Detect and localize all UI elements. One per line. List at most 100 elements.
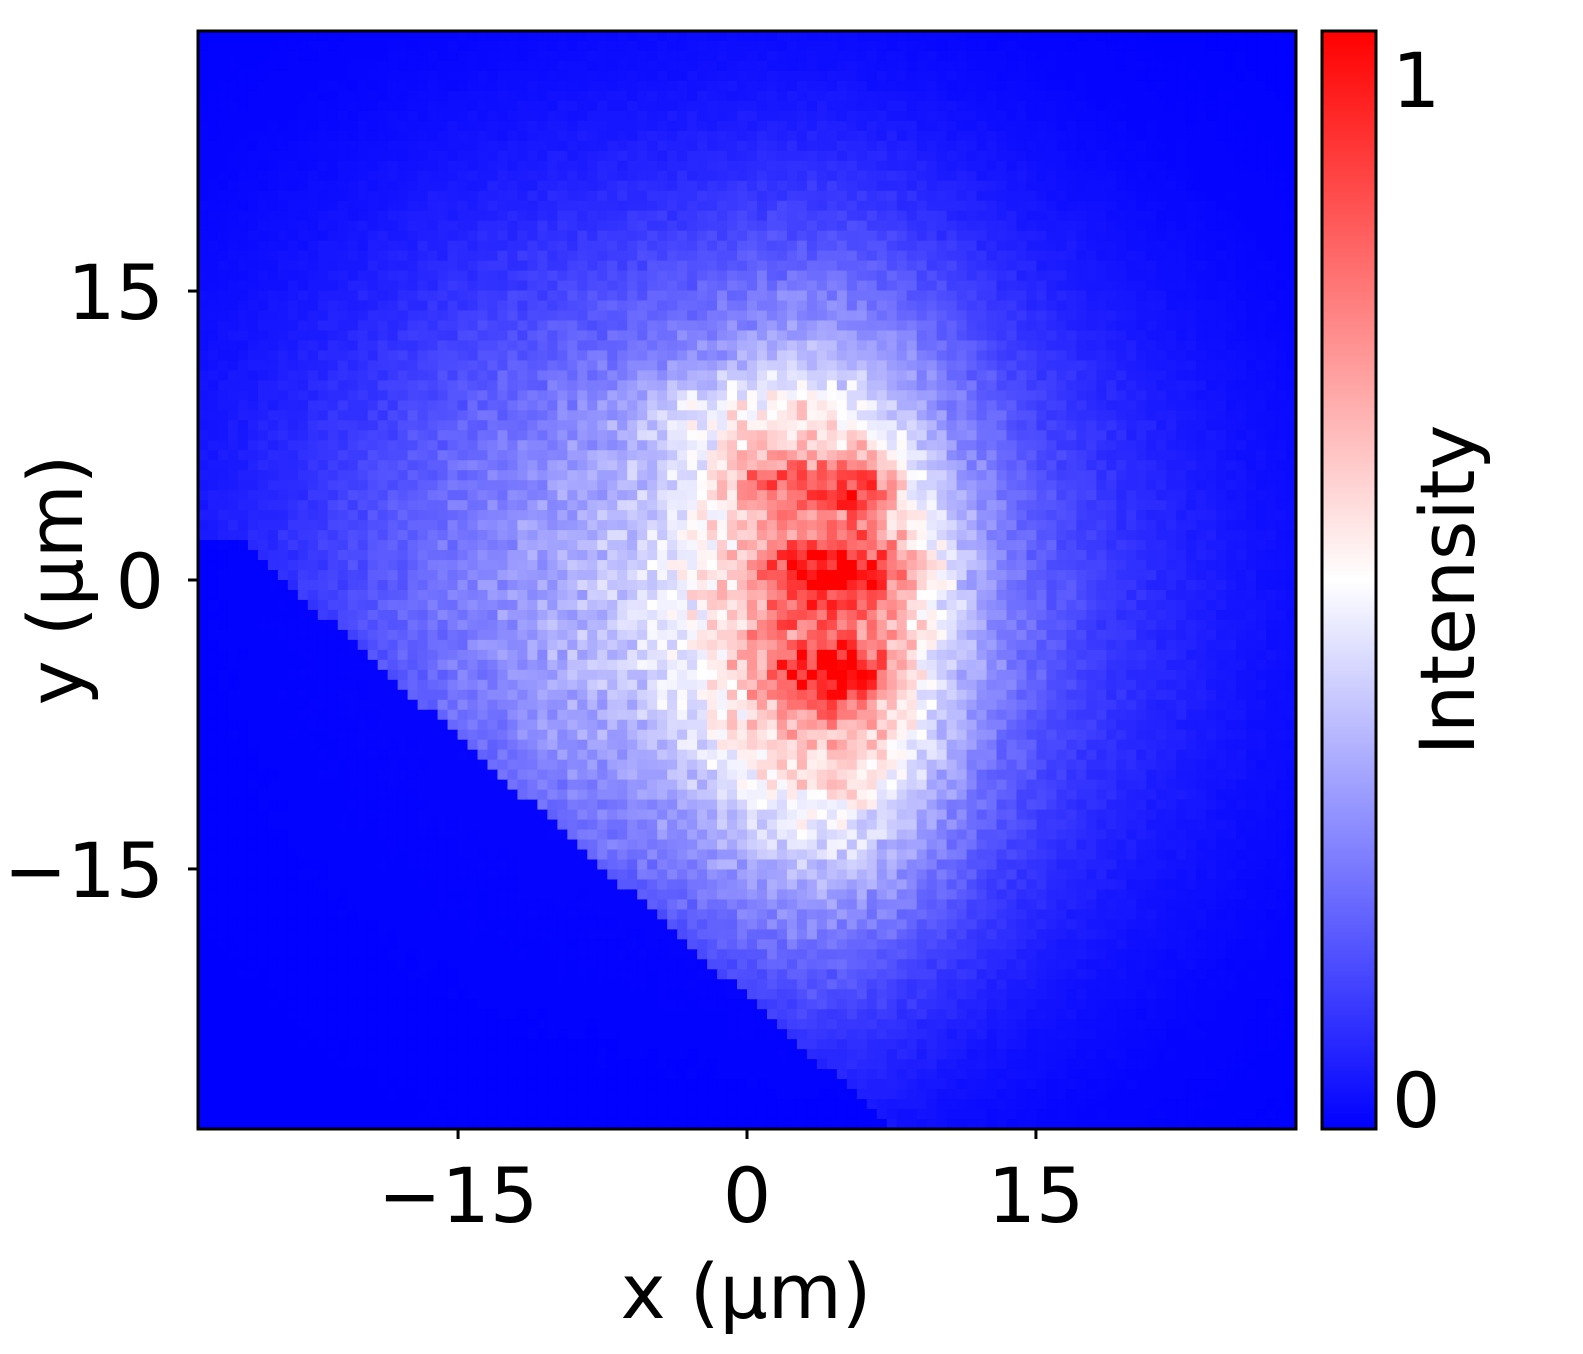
heatmap-cell xyxy=(956,270,968,282)
heatmap-cell xyxy=(996,50,1008,62)
heatmap-cell xyxy=(697,120,708,132)
heatmap-cell xyxy=(217,370,229,381)
heatmap-cell xyxy=(886,440,898,451)
heatmap-cell xyxy=(1006,230,1018,242)
heatmap-cell xyxy=(826,140,838,152)
heatmap-cell xyxy=(1226,310,1237,322)
heatmap-cell xyxy=(946,80,958,92)
heatmap-cell xyxy=(597,370,608,381)
heatmap-cell xyxy=(996,210,1008,222)
heatmap-cell xyxy=(307,150,319,162)
heatmap-cell xyxy=(1256,190,1267,202)
heatmap-cell xyxy=(667,340,678,352)
heatmap-cell xyxy=(1026,340,1038,352)
heatmap-cell xyxy=(327,350,339,361)
heatmap-cell xyxy=(786,450,798,461)
heatmap-cell xyxy=(557,450,568,461)
heatmap-cell xyxy=(387,430,399,441)
heatmap-cell xyxy=(986,130,998,142)
heatmap-cell xyxy=(737,110,748,122)
heatmap-cell xyxy=(816,390,828,401)
heatmap-cell xyxy=(836,320,848,332)
heatmap-cell xyxy=(257,250,269,262)
heatmap-cell xyxy=(517,270,528,282)
heatmap-cell xyxy=(826,280,838,292)
heatmap-cell xyxy=(896,50,908,62)
heatmap-cell xyxy=(727,300,738,312)
heatmap-cell xyxy=(1006,370,1018,381)
heatmap-cell xyxy=(1046,60,1058,72)
heatmap-cell xyxy=(1046,50,1058,62)
heatmap-cell xyxy=(1106,170,1117,182)
heatmap-cell xyxy=(217,390,229,401)
heatmap-cell xyxy=(1196,170,1207,182)
heatmap-cell xyxy=(287,360,299,371)
heatmap-cell xyxy=(597,400,608,411)
heatmap-cell xyxy=(357,60,369,72)
heatmap-cell xyxy=(1216,320,1227,332)
heatmap-cell xyxy=(896,440,908,451)
heatmap-cell xyxy=(1066,440,1077,451)
heatmap-cell xyxy=(1046,140,1058,152)
heatmap-cell xyxy=(1056,210,1068,222)
heatmap-cell xyxy=(1286,470,1297,481)
heatmap-cell xyxy=(756,450,768,461)
heatmap-cell xyxy=(737,390,748,401)
heatmap-cell xyxy=(1146,370,1157,381)
heatmap-cell xyxy=(1276,460,1287,471)
heatmap-cell xyxy=(198,140,209,152)
heatmap-cell xyxy=(727,470,738,481)
heatmap-cell xyxy=(447,40,459,52)
heatmap-cell xyxy=(986,330,998,342)
heatmap-cell xyxy=(377,190,389,202)
heatmap-cell xyxy=(1006,130,1018,142)
heatmap-cell xyxy=(257,60,269,72)
heatmap-cell xyxy=(198,420,209,431)
heatmap-cell xyxy=(467,150,479,162)
heatmap-cell xyxy=(1236,160,1247,172)
heatmap-cell xyxy=(687,31,698,42)
heatmap-cell xyxy=(207,450,219,461)
heatmap-cell xyxy=(1196,100,1207,112)
heatmap-cell xyxy=(667,260,678,272)
heatmap-cell xyxy=(557,140,568,152)
heatmap-cell xyxy=(537,130,548,142)
heatmap-cell xyxy=(297,50,309,62)
heatmap-cell xyxy=(946,370,958,381)
heatmap-cell xyxy=(547,450,558,461)
heatmap-cell xyxy=(1086,390,1097,401)
heatmap-cell xyxy=(1056,460,1068,471)
heatmap-cell xyxy=(1006,340,1018,352)
heatmap-cell xyxy=(198,280,209,292)
heatmap-cell xyxy=(677,420,688,431)
heatmap-cell xyxy=(786,320,798,332)
heatmap-cell xyxy=(597,270,608,282)
heatmap-cell xyxy=(297,100,309,112)
heatmap-cell xyxy=(846,50,858,62)
heatmap-cell xyxy=(717,80,728,92)
heatmap-cell xyxy=(647,210,658,222)
heatmap-cell xyxy=(756,400,768,411)
heatmap-cell xyxy=(1266,31,1277,42)
heatmap-cell xyxy=(976,200,988,212)
heatmap-cell xyxy=(317,260,329,272)
heatmap-cell xyxy=(846,430,858,441)
heatmap-cell xyxy=(387,460,399,471)
heatmap-cell xyxy=(337,40,349,52)
heatmap-cell xyxy=(247,410,259,421)
heatmap-cell xyxy=(1266,390,1277,401)
heatmap-cell xyxy=(906,440,918,451)
heatmap-cell xyxy=(986,280,998,292)
heatmap-cell xyxy=(547,310,558,322)
heatmap-cell xyxy=(1126,420,1137,431)
heatmap-cell xyxy=(1126,390,1137,401)
heatmap-cell xyxy=(1216,100,1227,112)
heatmap-cell xyxy=(1206,80,1217,92)
heatmap-cell xyxy=(976,130,988,142)
heatmap-cell xyxy=(467,270,479,282)
heatmap-cell xyxy=(587,240,598,252)
heatmap-cell xyxy=(906,110,918,122)
heatmap-cell xyxy=(287,250,299,262)
heatmap-cell xyxy=(1056,290,1068,302)
heatmap-cell xyxy=(727,280,738,292)
